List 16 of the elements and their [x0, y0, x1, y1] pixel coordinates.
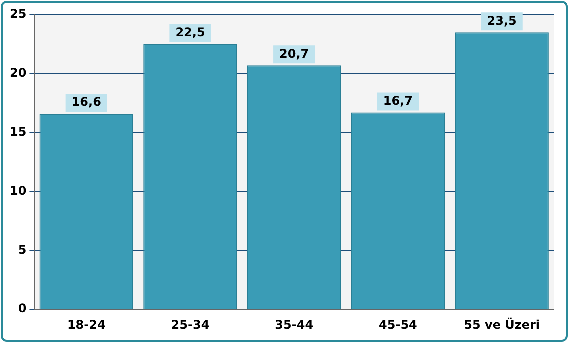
- y-tick-label: 5: [18, 242, 27, 257]
- data-label: 16,6: [72, 95, 102, 110]
- x-tick-label: 45-54: [379, 318, 418, 332]
- x-tick-label: 35-44: [275, 318, 314, 332]
- y-tick-label: 20: [10, 66, 27, 80]
- data-label: 20,7: [280, 46, 310, 61]
- x-tick-label: 18-24: [67, 318, 106, 332]
- y-tick-label: 25: [10, 7, 27, 22]
- data-label: 22,5: [176, 26, 206, 40]
- data-label: 16,7: [383, 94, 414, 108]
- y-tick-label: 0: [18, 302, 27, 316]
- x-tick-label: 25-34: [171, 318, 210, 332]
- y-tick-label: 10: [10, 184, 27, 198]
- y-tick-label: 15: [10, 124, 27, 139]
- data-label: 23,5: [487, 14, 517, 28]
- x-tick-label: 55 ve Üzeri: [464, 316, 540, 332]
